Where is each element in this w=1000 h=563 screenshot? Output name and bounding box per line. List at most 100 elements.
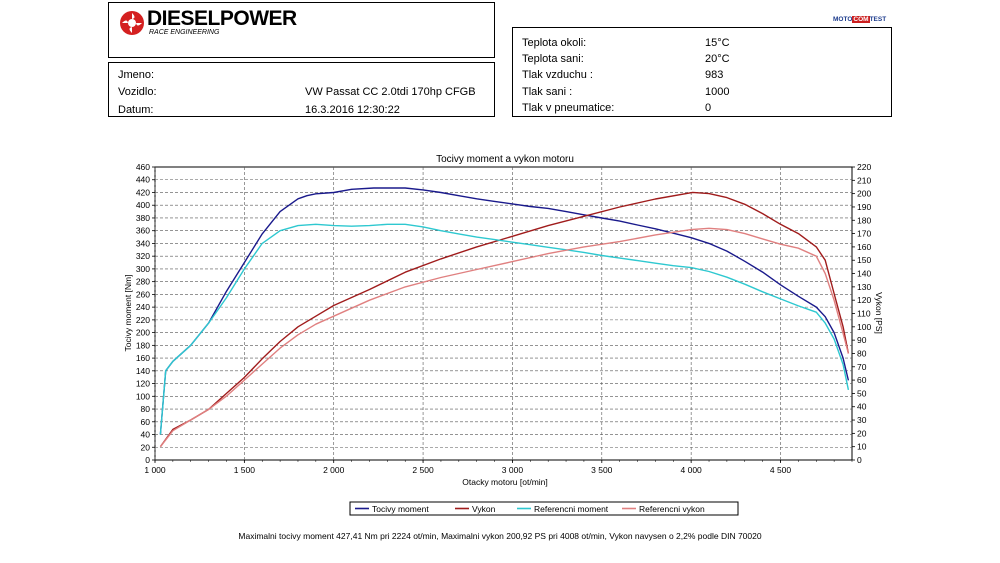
y2-tick-label: 160 (857, 242, 871, 252)
conditions-box (512, 27, 892, 117)
y-tick-label: 320 (136, 251, 150, 261)
y2-tick-label: 130 (857, 282, 871, 292)
y-tick-label: 80 (141, 404, 151, 414)
x-tick-label: 2 500 (412, 465, 434, 475)
y2-tick-label: 40 (857, 402, 867, 412)
y-tick-label: 100 (136, 391, 150, 401)
y2-tick-label: 60 (857, 375, 867, 385)
condition-label: Tlak sani : (522, 86, 573, 98)
y2-tick-label: 0 (857, 455, 862, 465)
y2-tick-label: 80 (857, 348, 867, 358)
condition-value: 983 (705, 69, 724, 81)
y-tick-label: 0 (145, 455, 150, 465)
date-label: Datum: (118, 104, 154, 116)
brand-name: DIESELPOWER (147, 7, 297, 30)
y-tick-label: 420 (136, 187, 150, 197)
y-tick-label: 120 (136, 379, 150, 389)
y2-tick-label: 10 (857, 442, 867, 452)
chart-title: Tocivy moment a vykon motoru (436, 154, 574, 165)
legend-box (349, 501, 739, 516)
y2-tick-label: 120 (857, 295, 871, 305)
condition-value: 20°C (705, 53, 730, 65)
y2-tick-label: 110 (857, 309, 871, 319)
y2-tick-label: 220 (857, 162, 871, 172)
condition-value: 15°C (705, 37, 730, 49)
legend: Tocivy moment Vykon Referencni moment Refer… (355, 504, 705, 514)
y2-tick-label: 150 (857, 255, 871, 265)
y-tick-label: 40 (141, 430, 151, 440)
y2-tick-label: 140 (857, 269, 871, 279)
axes: 0204060801001201401601802002202402602803… (136, 162, 872, 475)
condition-value: 0 (705, 102, 712, 114)
y-tick-label: 340 (136, 238, 150, 248)
series-line-1 (159, 191, 850, 448)
condition-value: 1000 (705, 86, 730, 98)
y-tick-label: 460 (136, 162, 150, 172)
x-tick-label: 3 000 (502, 465, 524, 475)
legend-label: Vykon (472, 504, 496, 514)
y-tick-label: 180 (136, 340, 150, 350)
brand-tagline: RACE ENGINEERING (149, 29, 220, 36)
y-tick-label: 280 (136, 277, 150, 287)
x-tick-label: 4 000 (681, 465, 703, 475)
y-tick-label: 160 (136, 353, 150, 363)
series-line-0 (159, 187, 850, 435)
vehicle-label: Vozidlo: (118, 86, 157, 98)
series-layer (159, 187, 850, 448)
turbo-logo-icon (120, 11, 144, 35)
x-tick-label: 3 500 (591, 465, 613, 475)
y-tick-label: 20 (141, 442, 151, 452)
y-tick-label: 140 (136, 366, 150, 376)
y-tick-label: 380 (136, 213, 150, 223)
y2-tick-label: 210 (857, 175, 871, 185)
y2-tick-label: 180 (857, 215, 871, 225)
y2-tick-label: 190 (857, 202, 871, 212)
legend-label: Referencni moment (534, 504, 609, 514)
y-tick-label: 360 (136, 226, 150, 236)
y-tick-label: 300 (136, 264, 150, 274)
x-tick-label: 1 000 (144, 465, 166, 475)
x-axis-label: Otacky motoru [ot/min] (462, 477, 548, 487)
y2-tick-label: 70 (857, 362, 867, 372)
legend-label: Referencni vykon (639, 504, 705, 514)
y-tick-label: 200 (136, 328, 150, 338)
footer-summary: Maximalni tocivy moment 427,41 Nm pri 22… (238, 531, 762, 541)
series-line-2 (159, 223, 850, 435)
y2-tick-label: 30 (857, 415, 867, 425)
y2-tick-label: 50 (857, 388, 867, 398)
y2-tick-label: 200 (857, 189, 871, 199)
condition-label: Tlak v pneumatice: (522, 102, 615, 114)
y2-axis-label: Vykon [PS] (874, 292, 884, 334)
vehicle-info-box (108, 62, 495, 117)
y-tick-label: 440 (136, 175, 150, 185)
motocomtest-badge: MOTOCOMTEST (833, 16, 886, 23)
grid (154, 167, 852, 460)
name-label: Jmeno: (118, 69, 155, 81)
condition-label: Tlak vzduchu : (522, 69, 593, 81)
series-line-3 (159, 227, 850, 448)
y2-tick-label: 90 (857, 335, 867, 345)
y2-tick-label: 170 (857, 229, 871, 239)
y-tick-label: 260 (136, 289, 150, 299)
badge-left: MOTO (833, 16, 853, 23)
plot-area (154, 166, 853, 461)
y2-tick-label: 20 (857, 428, 867, 438)
y-tick-label: 220 (136, 315, 150, 325)
x-tick-label: 2 000 (323, 465, 345, 475)
condition-label: Teplota okoli: (522, 37, 587, 49)
y-tick-label: 400 (136, 200, 150, 210)
condition-label: Teplota sani: (522, 53, 584, 65)
badge-right: TEST (869, 16, 887, 23)
vehicle-value: VW Passat CC 2.0tdi 170hp CFGB (305, 86, 476, 98)
date-value: 16.3.2016 12:30:22 (305, 104, 400, 116)
logo-box (108, 2, 495, 58)
y2-tick-label: 100 (857, 322, 871, 332)
y-axis-label: Tocivy moment [Nm] (123, 275, 133, 352)
badge-mid: COM (852, 16, 870, 23)
y-tick-label: 60 (141, 417, 151, 427)
y-tick-label: 240 (136, 302, 150, 312)
legend-label: Tocivy moment (372, 504, 429, 514)
x-tick-label: 4 500 (770, 465, 792, 475)
x-tick-label: 1 500 (234, 465, 256, 475)
